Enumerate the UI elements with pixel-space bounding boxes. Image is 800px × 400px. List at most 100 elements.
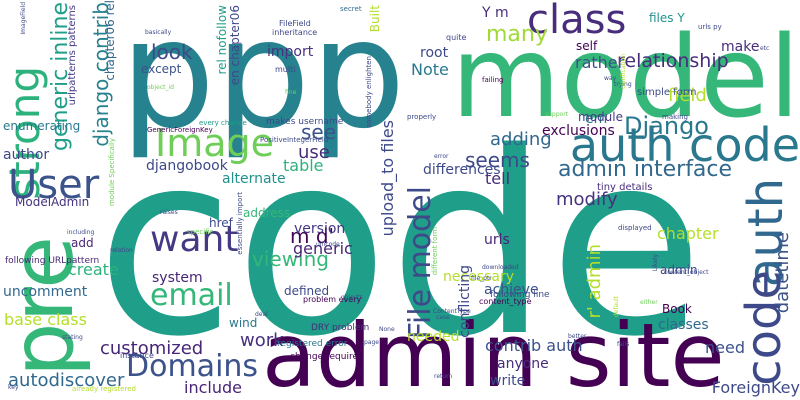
word: version: [294, 221, 346, 237]
word: instance: [120, 351, 154, 360]
word: r' admin: [584, 244, 605, 319]
word: Built: [368, 5, 382, 33]
word: modify: [556, 189, 618, 210]
word: upload_to files: [378, 120, 397, 237]
word: relation: [110, 247, 133, 254]
word: add: [71, 236, 94, 250]
word: author: [3, 147, 50, 163]
word: secret: [340, 5, 362, 13]
word: return: [434, 373, 453, 380]
word: change requires: [290, 352, 363, 362]
word: DRY problem: [311, 323, 370, 333]
word: urls: [484, 232, 510, 248]
word: chapter06 rel: [103, 0, 117, 81]
word: Y m: [482, 5, 509, 21]
word: either: [640, 299, 658, 306]
word: tell: [485, 169, 511, 188]
word: anyone: [497, 356, 549, 372]
word: urls py: [698, 23, 722, 31]
word: PositiveIntegerField: [260, 136, 329, 144]
word: except: [141, 62, 182, 76]
word: ImageField: [20, 2, 27, 35]
word: support: [545, 111, 569, 118]
word: base class: [4, 310, 87, 329]
word: email: [150, 278, 233, 313]
word: admin interface: [558, 157, 733, 182]
word: self: [576, 39, 598, 53]
word: contrib auth: [485, 336, 583, 355]
word: chapter: [657, 224, 719, 243]
word: properly: [407, 113, 437, 121]
word: displayed: [618, 224, 652, 232]
word: rather: [575, 53, 625, 72]
word: generic: [293, 239, 353, 258]
word: class: [527, 0, 627, 43]
word: making: [662, 113, 688, 121]
word: import: [267, 44, 314, 60]
word: address: [243, 206, 291, 220]
word: ContentType: [433, 308, 471, 315]
word: content_type: [479, 297, 532, 306]
word: see: [301, 120, 337, 144]
word: key: [8, 384, 19, 391]
word: ModelAdmin: [15, 195, 90, 209]
word: system: [152, 270, 203, 286]
word: unicode: [316, 241, 340, 248]
word: file_ptr: [471, 275, 492, 282]
word: tiny details: [597, 182, 653, 193]
word: Domains: [126, 349, 259, 384]
word: module Specifically: [108, 138, 116, 207]
word: viewing: [252, 247, 329, 271]
word: m d': [290, 224, 335, 248]
word: Note: [411, 60, 449, 79]
word: look: [151, 40, 193, 64]
word: em: [585, 111, 608, 127]
word: classes: [658, 317, 709, 333]
word: trying: [614, 81, 632, 88]
word: way: [604, 75, 617, 82]
word: content_object: [664, 269, 709, 276]
word: somebody enlighten: [365, 56, 373, 128]
word: write: [490, 373, 526, 389]
word: objects: [341, 294, 363, 301]
word: GenericForeignKey: [147, 126, 213, 134]
word: error: [434, 153, 449, 160]
word: essentially import: [236, 192, 244, 255]
word: adding: [490, 129, 552, 150]
word: create: [68, 260, 119, 279]
word: want: [150, 219, 239, 260]
word: quite: [446, 33, 467, 42]
word: model: [451, 13, 800, 143]
word: need: [705, 338, 745, 357]
word: every change: [199, 119, 247, 127]
word: defined: [284, 284, 330, 298]
word: field: [668, 85, 707, 106]
word: uncomment: [3, 284, 88, 300]
word: djangobook: [146, 158, 228, 174]
word: auth code: [569, 118, 800, 172]
word: make: [721, 39, 760, 55]
word: exclusions: [542, 123, 615, 139]
word: href: [209, 216, 233, 230]
word: object_id: [147, 84, 174, 91]
word: table: [283, 156, 324, 175]
word: inheritance: [272, 28, 318, 37]
word: use: [298, 142, 330, 163]
word: work: [240, 330, 284, 351]
word: already registered: [72, 385, 136, 393]
word: code: [96, 99, 704, 392]
word: wind: [229, 316, 258, 330]
word: fine: [285, 89, 297, 96]
word: root: [420, 45, 449, 61]
word: achieve: [484, 282, 539, 298]
word: autodiscover: [8, 370, 125, 391]
word: conflicting: [457, 265, 473, 338]
word: better: [568, 333, 587, 340]
word: page: [364, 339, 379, 346]
word: problem every: [303, 295, 362, 304]
word: including: [67, 229, 95, 236]
word: simple form: [637, 87, 697, 98]
word: Django: [624, 112, 709, 140]
word: FileField: [279, 19, 311, 28]
word: differences: [423, 162, 501, 178]
